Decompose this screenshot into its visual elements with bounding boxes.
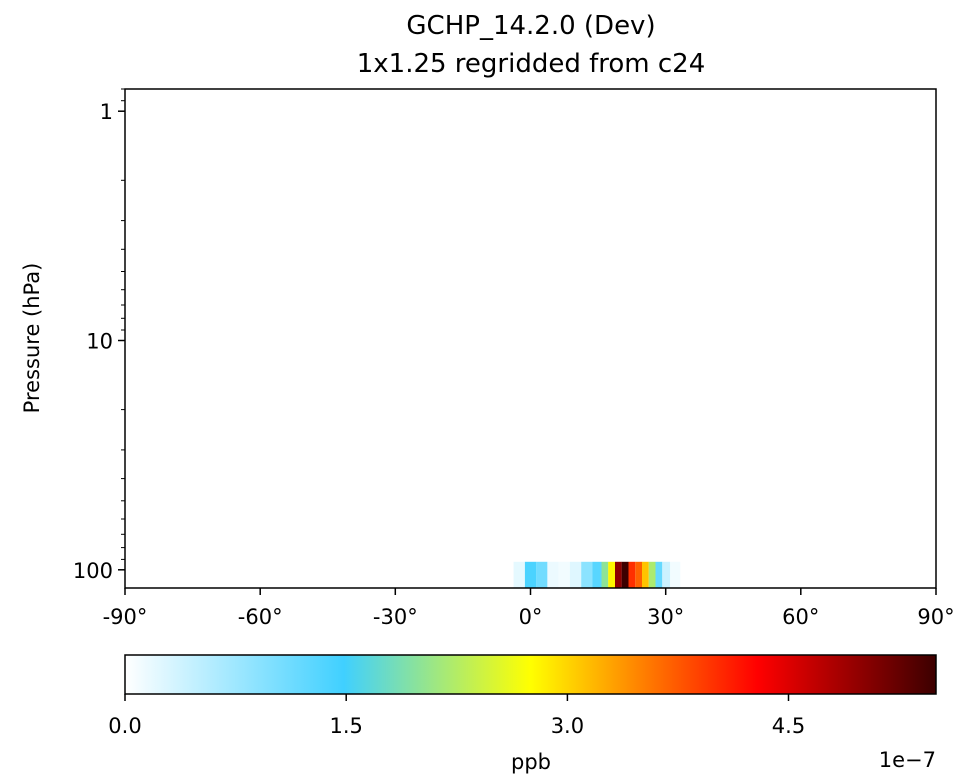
chart-title: GCHP_14.2.0 (Dev) (406, 11, 655, 41)
heatmap-cell (592, 561, 602, 588)
heatmap-cell (558, 561, 570, 588)
heatmap-cell (628, 561, 636, 588)
heatmap-cell (662, 561, 671, 588)
colorbar-ticks: 0.0 1.5 3.0 4.5 (108, 694, 805, 738)
colorbar-label: ppb (511, 750, 551, 774)
y-tick-label: 10 (86, 330, 113, 354)
heatmap-cell (524, 561, 537, 588)
heatmap-cell (569, 561, 582, 588)
y-tick-label: 1 (100, 100, 113, 124)
plot-area (125, 89, 936, 588)
x-ticks: -90° -60° -30° 0° 30° 60° 90° (103, 588, 955, 629)
chart-subtitle: 1x1.25 regridded from c24 (357, 49, 706, 79)
heatmap-cells (513, 561, 681, 588)
x-tick-label: -90° (103, 605, 148, 629)
x-tick-label: 0° (519, 605, 543, 629)
colorbar-tick-label: 4.5 (772, 714, 805, 738)
heatmap-cell (648, 561, 656, 588)
x-tick-label: -60° (238, 605, 283, 629)
heatmap-cell (615, 561, 622, 588)
colorbar (124, 654, 937, 695)
heatmap-cell (581, 561, 593, 588)
heatmap-cell (513, 561, 525, 588)
x-tick-label: 60° (782, 605, 819, 629)
y-tick-label: 100 (73, 559, 113, 583)
y-axis-label: Pressure (hPa) (20, 263, 44, 414)
x-tick-label: -30° (373, 605, 418, 629)
y-minor-ticks (121, 88, 125, 560)
y-major-ticks: 1 10 100 (73, 100, 125, 583)
heatmap-cell (655, 561, 663, 588)
heatmap-cell (601, 561, 609, 588)
colorbar-tick-label: 1.5 (329, 714, 362, 738)
heatmap-cell (536, 561, 548, 588)
x-tick-label: 30° (647, 605, 684, 629)
heatmap-cell (635, 561, 643, 588)
x-tick-label: 90° (917, 605, 954, 629)
heatmap-cell (670, 561, 681, 588)
heatmap-cell (621, 561, 629, 588)
colorbar-scale-label: 1e−7 (879, 748, 936, 772)
heatmap-cell (547, 561, 559, 588)
heatmap-cell (608, 561, 615, 588)
colorbar-tick-label: 3.0 (551, 714, 584, 738)
heatmap-cell (642, 561, 649, 588)
colorbar-tick-label: 0.0 (108, 714, 141, 738)
